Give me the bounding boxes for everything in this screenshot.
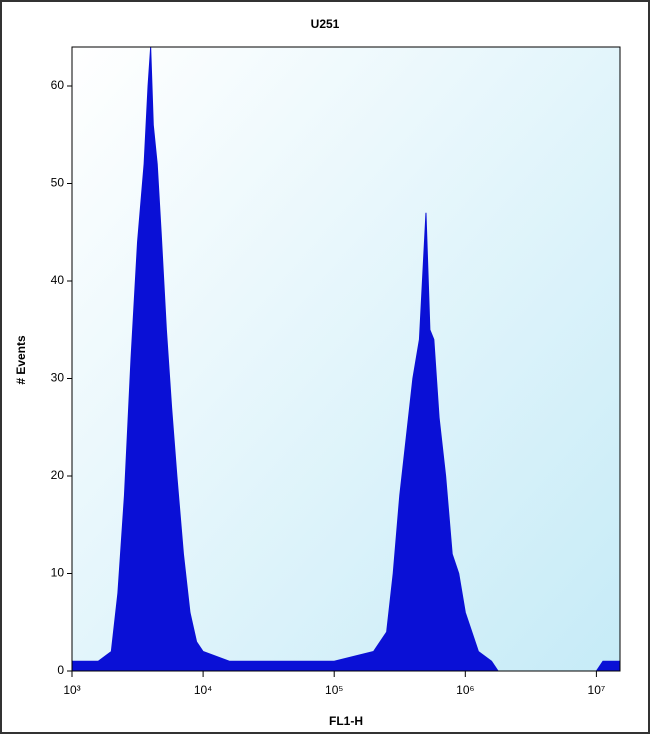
y-tick-label: 40 — [51, 273, 65, 287]
y-tick-label: 20 — [51, 468, 65, 482]
x-tick-label: 10⁷ — [588, 683, 606, 697]
x-axis-label: FL1-H — [329, 714, 363, 728]
plot-area — [71, 46, 621, 672]
x-tick-label: 10⁶ — [456, 683, 474, 697]
chart-title: U251 — [311, 17, 340, 31]
y-tick-label: 50 — [51, 176, 65, 190]
y-tick-label: 60 — [51, 78, 65, 92]
y-tick-label: 30 — [51, 371, 65, 385]
y-axis-label: # Events — [14, 335, 28, 385]
x-tick-label: 10⁵ — [325, 683, 343, 697]
x-tick-label: 10⁴ — [194, 683, 213, 697]
x-tick-label: 10³ — [63, 683, 80, 697]
y-tick-label: 0 — [57, 663, 64, 677]
histogram-area — [71, 46, 621, 672]
y-tick-label: 10 — [51, 566, 65, 580]
